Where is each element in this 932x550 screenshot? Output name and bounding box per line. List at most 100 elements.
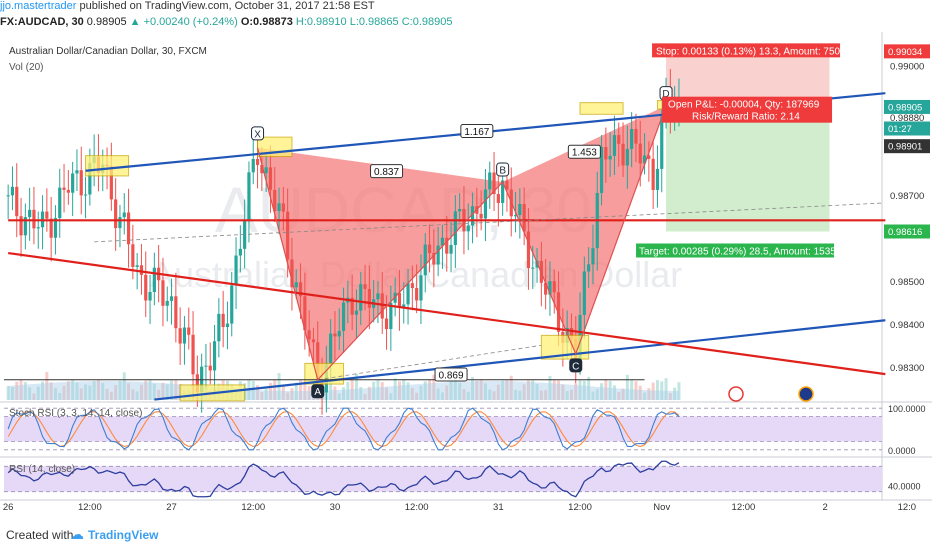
tradingview-brand[interactable]: TradingView — [88, 528, 159, 542]
candle-body — [260, 165, 264, 174]
volume-bar — [45, 372, 49, 400]
stop-label-bg — [652, 43, 841, 58]
candle-body — [234, 255, 238, 286]
time-tick-label: 12:00 — [732, 502, 756, 513]
candle-body — [71, 173, 75, 193]
ratio-badge — [434, 367, 468, 382]
volume-bar — [28, 387, 32, 400]
candle-body — [23, 217, 27, 236]
candle-body — [647, 155, 651, 159]
candle-body — [148, 291, 152, 301]
volume-bar — [10, 386, 14, 400]
footer: Created with ☁ TradingView — [0, 524, 932, 550]
candle-body — [544, 282, 548, 295]
volume-bar — [621, 388, 625, 400]
stoch-k-line — [7, 407, 680, 451]
stop-label: Stop: 0.00133 (0.13%) 13.3, Amount: 750 — [656, 46, 840, 57]
volume-bar — [105, 388, 109, 400]
candle-body — [354, 310, 359, 315]
volume-bar — [436, 388, 440, 400]
volume-bar — [496, 384, 500, 400]
volume-bar — [101, 382, 105, 400]
candle-body — [488, 172, 492, 190]
volume-bar — [88, 385, 92, 400]
dashed-guide — [94, 202, 883, 243]
highlight-box — [85, 155, 130, 177]
volume-bar — [634, 381, 638, 400]
candle-body — [19, 216, 23, 236]
volume-bar — [475, 380, 479, 400]
volume-bar — [397, 381, 401, 400]
published-text: published on TradingView.com, October 31… — [79, 0, 375, 12]
volume-bar — [488, 389, 492, 400]
price-tick-label: 0.98300 — [890, 363, 924, 374]
candle-body — [380, 293, 384, 319]
volume-bar — [561, 384, 565, 400]
candle-body — [621, 143, 625, 166]
time-tick-label: 12:00 — [405, 502, 429, 513]
volume-bar — [346, 382, 350, 400]
candle-body — [376, 293, 380, 300]
author-link[interactable]: jjo.mastertrader — [0, 0, 77, 12]
volume-label: Vol (20) — [9, 62, 43, 73]
candle-body — [277, 203, 281, 212]
price-tick-label: 0.98500 — [890, 277, 924, 288]
candle-body — [28, 209, 32, 218]
stoch-label: Stoch RSI (3, 3, 14, 14, close) — [9, 408, 142, 419]
candle-body — [268, 167, 273, 190]
volume-bar — [32, 393, 36, 400]
volume-bar — [514, 389, 518, 400]
volume-bar — [604, 380, 608, 400]
candle-body — [591, 248, 595, 265]
volume-bar — [445, 385, 449, 400]
volume-bar — [660, 381, 664, 400]
volume-bar — [557, 380, 561, 400]
candle-body — [49, 218, 53, 238]
volume-bar — [122, 372, 126, 400]
candle-body — [195, 374, 199, 392]
volume-bar — [127, 383, 131, 400]
volume-bar — [612, 385, 616, 400]
volume-bar — [290, 388, 294, 400]
candle-body — [599, 147, 604, 193]
candle-body — [32, 209, 36, 229]
volume-bar — [75, 382, 79, 400]
volume-bar — [15, 381, 19, 400]
candle-body — [423, 244, 427, 276]
candle-body — [221, 313, 225, 328]
candle-body — [337, 331, 341, 337]
symbol-label: FX:AUDCAD, 30 — [0, 16, 84, 28]
candle-body — [6, 195, 10, 197]
stoch-tick-label: 100.0000 — [888, 404, 926, 414]
candle-body — [548, 281, 552, 295]
volume-bar — [165, 384, 169, 400]
dashed-guide — [317, 344, 542, 381]
candle-body — [118, 217, 122, 229]
volume-bar — [71, 380, 75, 400]
volume-bar — [647, 388, 651, 400]
candle-body — [466, 225, 470, 232]
candle-body — [225, 323, 230, 328]
low-value: L:0.98865 — [349, 16, 399, 28]
rsi-band — [4, 466, 882, 492]
pattern-triangle-xab — [257, 147, 503, 380]
price-label-bg — [884, 139, 930, 154]
candle-body — [642, 155, 647, 164]
time-tick-label: 27 — [166, 502, 177, 513]
candle-body — [66, 189, 70, 193]
price-label-bg — [884, 224, 930, 239]
volume-bar — [643, 392, 647, 400]
candle-body — [389, 302, 393, 330]
price-label-bg — [884, 44, 930, 59]
chart-canvas[interactable]: AUDCAD, 30Australian Dollar/Canadian Dol… — [0, 32, 932, 522]
candle-body — [165, 300, 169, 306]
candle-body — [341, 302, 346, 332]
volume-bar — [281, 385, 285, 400]
volume-bar — [389, 393, 393, 400]
price-label: 0.99034 — [888, 47, 922, 58]
target-label: Target: 0.00285 (0.29%) 28.5, Amount: 15… — [639, 246, 850, 257]
candle-body — [587, 264, 591, 272]
candle-body — [152, 267, 156, 292]
volume-bar — [410, 387, 414, 400]
candle-body — [264, 167, 268, 174]
